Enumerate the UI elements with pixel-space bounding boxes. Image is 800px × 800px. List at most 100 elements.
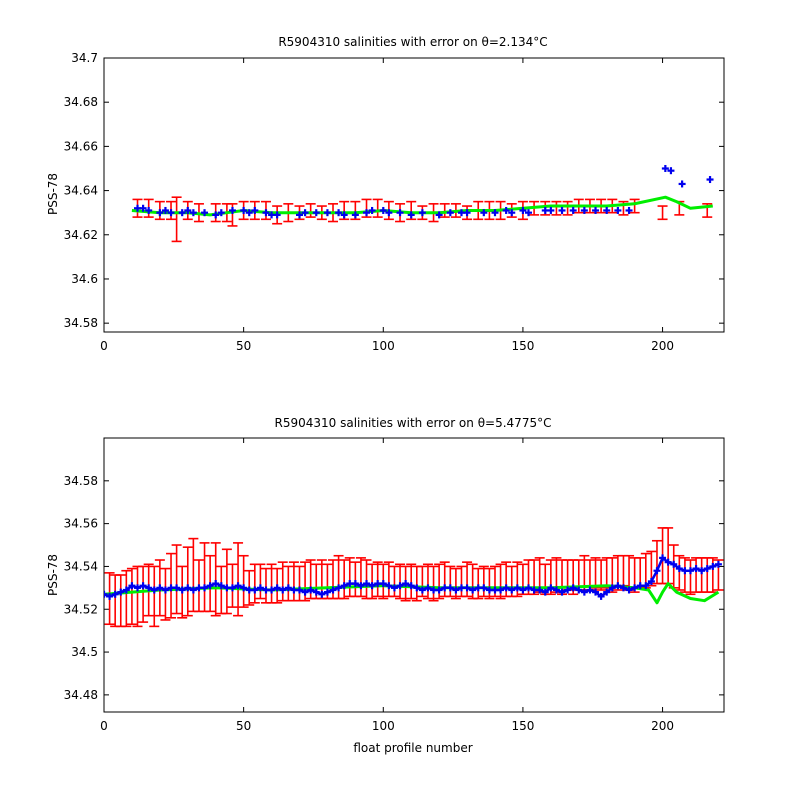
- top-error-bar: [171, 196, 182, 243]
- bottom-float-salinity-point: [217, 582, 225, 590]
- top-float-salinity-point: [385, 209, 393, 217]
- bottom-error-bar: [210, 542, 221, 617]
- top-x-tick-label: 100: [372, 339, 395, 353]
- bottom-error-bar: [679, 557, 690, 593]
- top-axes-box: [103, 57, 725, 333]
- top-error-bar: [439, 203, 450, 218]
- bottom-x-tick-label: 100: [372, 719, 395, 733]
- bottom-error-bar: [372, 561, 383, 598]
- bottom-error-bar: [445, 565, 456, 598]
- bottom-y-tick-label: 34.5: [71, 645, 98, 659]
- bottom-x-tick-label: 0: [100, 719, 108, 733]
- bottom-float-salinity-point: [659, 554, 667, 562]
- top-error-bar: [372, 198, 383, 218]
- bottom-y-tick-label: 34.52: [64, 602, 98, 616]
- bottom-float-salinity-point: [592, 588, 600, 596]
- bottom-error-bar: [121, 569, 132, 628]
- top-float-salinity-point: [580, 206, 588, 214]
- bottom-float-salinity-point: [519, 586, 527, 594]
- bottom-float-salinity-point: [698, 567, 706, 575]
- top-float-salinity-point: [145, 206, 153, 214]
- top-float-salinity-point: [156, 209, 164, 217]
- bottom-float-salinity-point: [173, 584, 181, 592]
- top-float-salinity-point: [245, 209, 253, 217]
- bottom-float-salinity-point: [184, 584, 192, 592]
- top-float-salinity-point: [189, 209, 197, 217]
- bottom-float-salinity-point: [552, 586, 560, 594]
- bottom-float-salinity-point: [318, 590, 326, 598]
- bottom-float-salinity-point: [547, 584, 555, 592]
- top-float-salinity-point: [251, 206, 259, 214]
- top-y-tick-label: 34.6: [71, 272, 98, 286]
- top-float-salinity-point: [323, 209, 331, 217]
- top-float-salinity-point: [228, 206, 236, 214]
- bottom-float-salinity-point: [212, 580, 220, 588]
- bottom-float-salinity-point: [323, 588, 331, 596]
- bottom-float-salinity-point: [145, 584, 153, 592]
- bottom-float-salinity-point: [569, 584, 577, 592]
- top-float-salinity-point: [217, 209, 225, 217]
- bottom-float-salinity-point: [586, 586, 594, 594]
- top-float-salinity-point: [379, 206, 387, 214]
- bottom-float-salinity-point: [703, 565, 711, 573]
- bottom-x-tick-label: 50: [236, 719, 251, 733]
- bottom-float-salinity-point: [418, 586, 426, 594]
- top-float-salinity-point: [491, 209, 499, 217]
- top-float-salinity-point: [625, 206, 633, 214]
- top-float-salinity-point: [706, 176, 714, 184]
- top-float-salinity-point: [407, 211, 415, 219]
- bottom-float-salinity-point: [619, 584, 627, 592]
- bottom-error-bar: [126, 567, 137, 626]
- bottom-float-salinity-point: [631, 584, 639, 592]
- bottom-float-salinity-point: [329, 586, 337, 594]
- bottom-float-salinity-point: [424, 584, 432, 592]
- bottom-chart-title: R5904310 salinities with error on θ=5.47…: [275, 416, 552, 430]
- top-float-salinity-point: [301, 209, 309, 217]
- bottom-y-axis-label: PSS-78: [46, 554, 60, 596]
- top-float-salinity-point: [418, 209, 426, 217]
- bottom-error-bar: [395, 563, 406, 600]
- bottom-error-bar: [406, 563, 417, 600]
- bottom-error-bar: [255, 563, 266, 600]
- bottom-float-salinity-point: [502, 584, 510, 592]
- bottom-float-salinity-point: [407, 582, 415, 590]
- bottom-float-salinity-point: [625, 586, 633, 594]
- bottom-float-salinity-point: [301, 588, 309, 596]
- bottom-error-bar: [149, 565, 160, 628]
- bottom-float-salinity-point: [396, 582, 404, 590]
- bottom-float-salinity-point: [614, 582, 622, 590]
- bottom-error-bar: [339, 559, 350, 600]
- top-y-tick-label: 34.7: [71, 51, 98, 65]
- bottom-float-salinity-point: [402, 580, 410, 588]
- bottom-float-salinity-point: [251, 586, 259, 594]
- top-y-tick-label: 34.68: [64, 95, 98, 109]
- top-float-salinity-point: [661, 164, 669, 172]
- bottom-float-salinity-point: [122, 586, 130, 594]
- bottom-error-bar: [422, 563, 433, 600]
- top-float-salinity-point: [201, 209, 209, 217]
- top-float-salinity-point: [502, 206, 510, 214]
- top-float-salinity-point: [435, 211, 443, 219]
- bottom-float-salinity-point: [413, 584, 421, 592]
- top-float-salinity-point: [396, 209, 404, 217]
- top-float-salinity-point: [508, 209, 516, 217]
- top-float-salinity-point: [351, 211, 359, 219]
- bottom-float-salinity-point: [117, 588, 125, 596]
- bottom-float-salinity-point: [597, 592, 605, 600]
- top-float-salinity-point: [212, 211, 220, 219]
- top-float-salinity-point: [139, 204, 147, 212]
- top-error-bar: [305, 203, 316, 218]
- top-float-salinity-point: [184, 206, 192, 214]
- bottom-float-salinity-point: [128, 582, 136, 590]
- top-data-layer: [131, 164, 714, 243]
- top-float-salinity-point: [273, 211, 281, 219]
- top-float-salinity-point: [667, 167, 675, 175]
- bottom-float-salinity-point: [664, 558, 672, 566]
- top-float-salinity-point: [335, 209, 343, 217]
- bottom-float-salinity-point: [368, 582, 376, 590]
- bottom-error-bar: [367, 563, 378, 600]
- bottom-error-bar: [590, 557, 601, 589]
- top-float-salinity-point: [558, 206, 566, 214]
- bottom-float-salinity-point: [686, 567, 694, 575]
